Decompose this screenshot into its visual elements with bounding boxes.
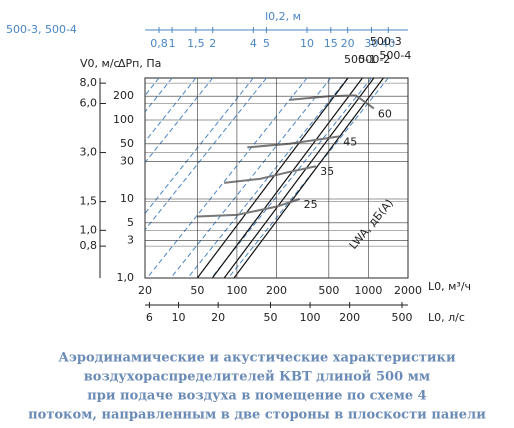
range-line [145,78,197,143]
noise-label: 60 [378,107,392,120]
noise-line [289,94,375,110]
series-label: 500-2 [358,53,390,66]
y-tick-label: 50 [120,137,134,150]
y2-tick-label: 6,0 [80,96,98,109]
plot-area [145,78,389,278]
x-tick-label: 200 [266,284,287,297]
y-tick-label: 30 [120,154,134,167]
noise-note: LWA, дБ(A) [347,197,396,252]
y2-tick-label: 3,0 [80,146,98,159]
range-line [170,78,332,278]
range-line [145,78,254,215]
x2-tick-label: 200 [339,311,360,324]
x-tick-label: 20 [138,284,152,297]
y2-tick-label: 8,0 [80,76,98,89]
range-line [145,78,267,231]
noise-line [247,135,340,149]
noise-label: 35 [320,165,334,178]
dp-axis-title: ΔPп, Па [118,57,161,70]
y2-tick-label: 0,8 [80,239,98,252]
x3-tick-label: 1 [169,37,176,50]
x2-tick-label: 6 [146,311,153,324]
x2-tick-label: 100 [300,311,321,324]
caption: воздухораспределителей КВТ длиной 500 мм [84,370,430,385]
x3-tick-label: 4 [250,37,257,50]
x3-tick-label: 0,8 [150,37,168,50]
noise-line [224,165,317,184]
noise-line [197,198,300,218]
top-axis-note: 500-3, 500-4 [6,23,77,36]
x3-tick-label: 20 [341,37,355,50]
range-line [211,78,372,278]
x-tick-label: 50 [190,284,204,297]
y2-tick-label: 1,5 [80,195,98,208]
series-label: 500-3 [370,35,402,48]
x3-tick-label: 40 [381,37,395,50]
x-tick-label: 2000 [394,284,422,297]
x3-tick-label: 2 [209,37,216,50]
x3-tick-label: 15 [324,37,338,50]
x2-tick-label: 10 [172,311,186,324]
x2-tick-label: 50 [263,311,277,324]
x3-tick-label: 30 [364,37,378,50]
x-tick-label: 1000 [354,284,382,297]
series-line [223,78,375,278]
y-tick-label: 3 [127,233,134,246]
series-label: 500-1 [344,53,376,66]
y-tick-label: 100 [113,113,134,126]
x-tick-label: 100 [226,284,247,297]
x2-tick-label: 20 [211,311,225,324]
range-line [146,78,308,278]
y-tick-label: 5 [127,216,134,229]
x2-tick-label: 500 [391,311,412,324]
series-line [233,78,384,278]
x3-tick-label: 5 [263,37,270,50]
y-tick-label: 10 [120,192,134,205]
caption: Аэродинамические и акустические характер… [58,351,456,366]
series-line [196,78,349,278]
y-tick-label: 200 [113,89,134,102]
noise-label: 25 [304,198,318,211]
y-tick-label: 1,0 [117,271,135,284]
x3-tick-label: 10 [300,37,314,50]
range-line [145,78,173,113]
x-tick-label: 500 [318,284,339,297]
v-axis-title: V0, м/с [80,57,120,70]
x3-tick-label: 1,5 [187,37,205,50]
top-axis-title: l0,2, м [265,10,301,23]
y2-tick-label: 1,0 [80,223,98,236]
caption: потоком, направленным в две стороны в пл… [28,408,486,423]
series-label: 500-4 [379,49,411,62]
noise-label: 45 [343,135,357,148]
series-line [211,78,363,278]
caption: при подаче воздуха в помещение по схеме … [87,389,426,404]
x-axis-title: L0, м³/ч [428,280,471,293]
range-line [145,78,214,164]
x2-axis-title: L0, л/с [428,311,465,324]
